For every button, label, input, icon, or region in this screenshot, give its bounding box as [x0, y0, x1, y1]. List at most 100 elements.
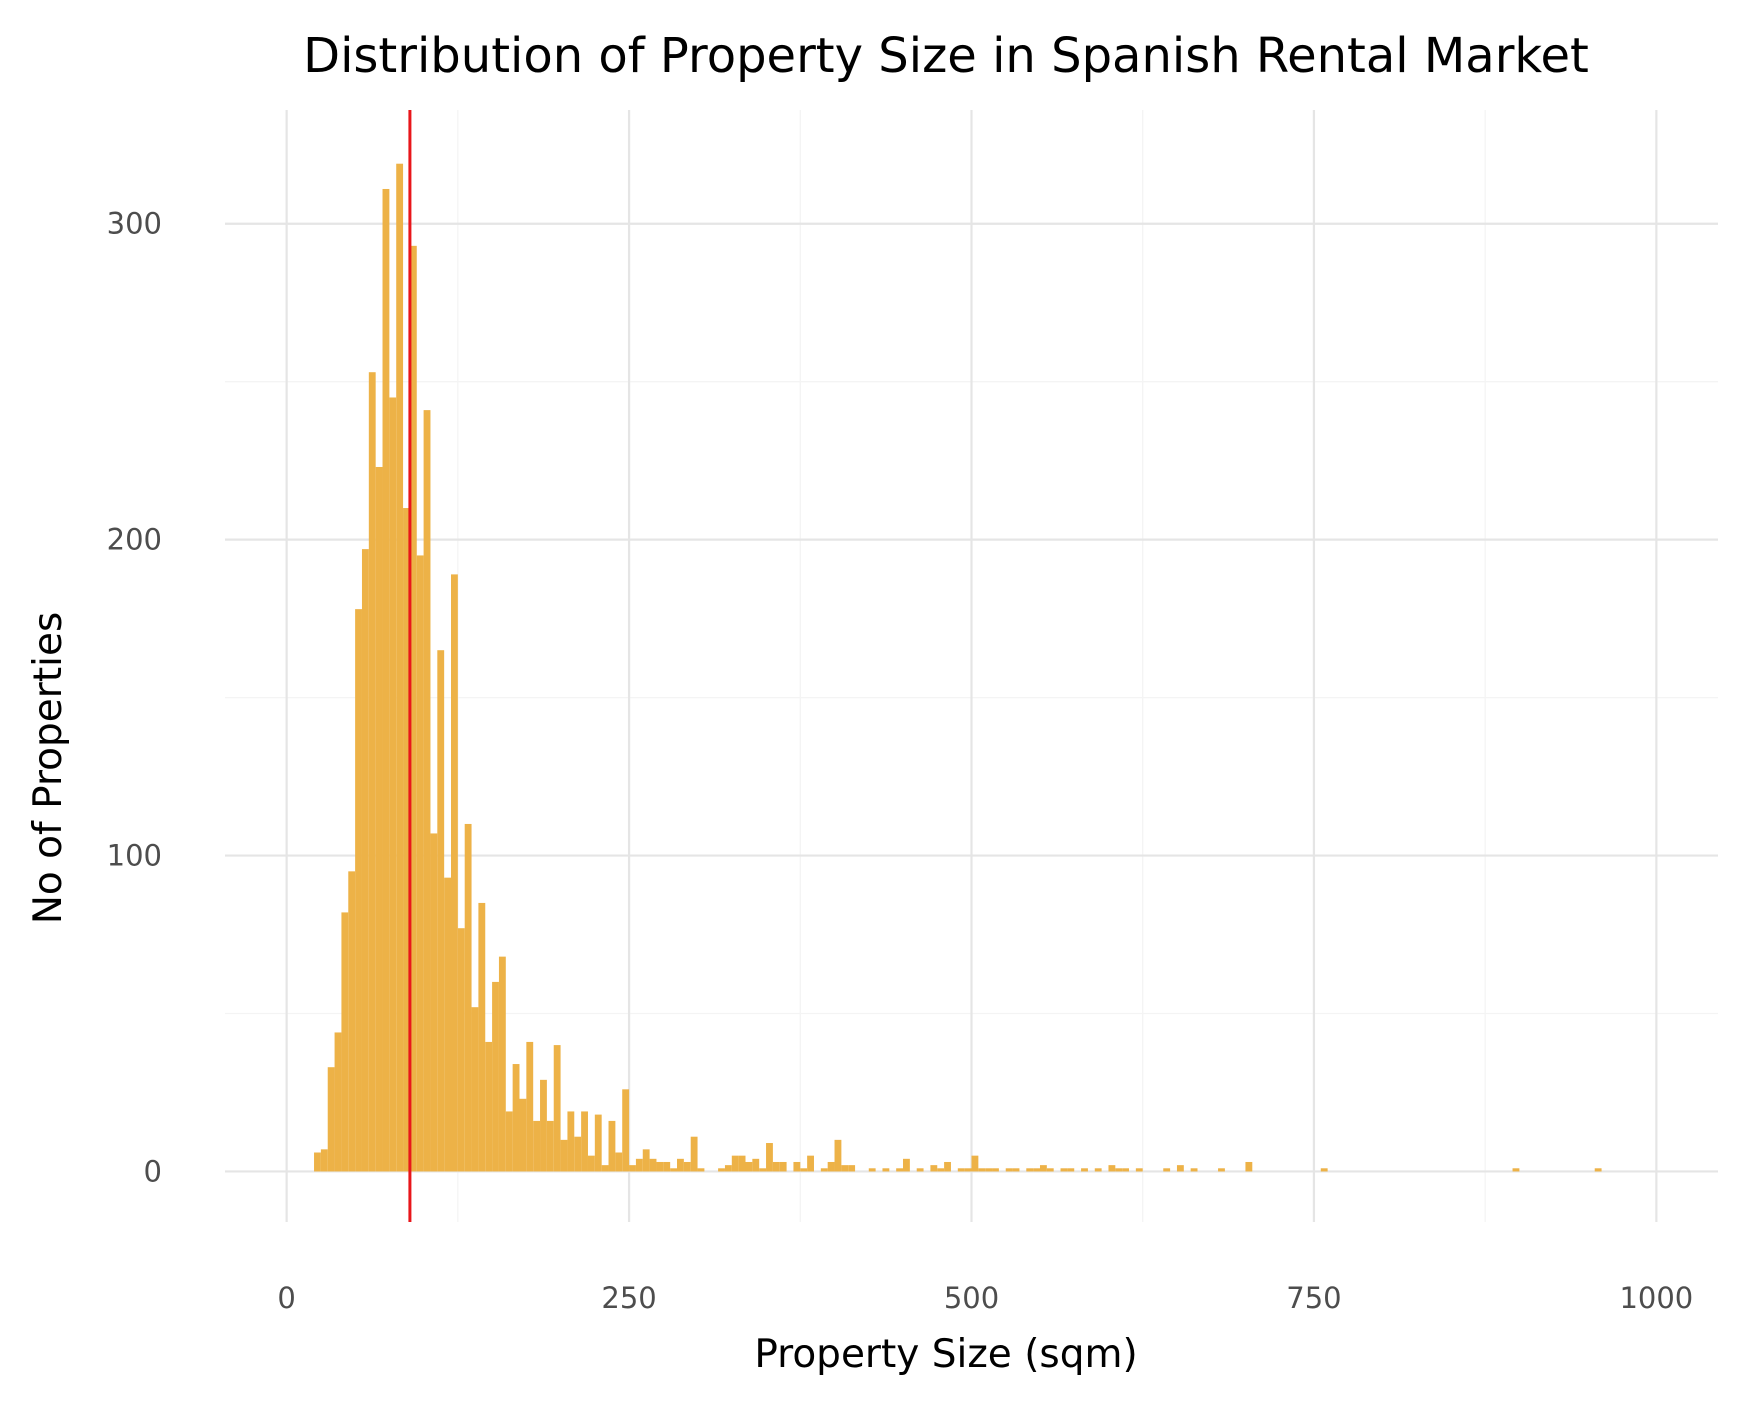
histogram-bar [731, 1155, 739, 1172]
histogram-bar [964, 1168, 972, 1172]
histogram-bar [868, 1168, 876, 1172]
histogram-bar [957, 1168, 965, 1172]
histogram-bar [451, 574, 458, 1172]
histogram-bar [533, 1120, 541, 1172]
histogram-bar [314, 1152, 321, 1172]
histogram-bar [334, 1032, 342, 1172]
x-tick-label: 0 [277, 1281, 295, 1315]
histogram-bar [327, 1067, 335, 1172]
histogram-bar [663, 1161, 671, 1172]
histogram-bar [738, 1155, 746, 1172]
histogram-bar [724, 1165, 732, 1172]
histogram-bar [512, 1064, 520, 1172]
histogram-bar [546, 1120, 554, 1172]
histogram-bar [992, 1168, 999, 1172]
histogram-bar [827, 1161, 835, 1172]
histogram-bar [677, 1158, 684, 1172]
histogram-bar [382, 188, 390, 1172]
grid-lines [225, 110, 1718, 1222]
histogram-bar [1512, 1168, 1520, 1172]
histogram-bar [368, 372, 376, 1172]
histogram-bar [903, 1158, 910, 1172]
histogram-bar [766, 1143, 773, 1172]
histogram-bar [560, 1139, 568, 1172]
histogram-bar [409, 245, 417, 1172]
histogram-bar [519, 1098, 527, 1172]
histogram-bar [779, 1161, 787, 1172]
histogram-bar [807, 1155, 814, 1172]
y-tick-label: 0 [144, 1154, 162, 1188]
histogram-bar [1122, 1168, 1130, 1172]
histogram-bar [800, 1168, 808, 1172]
histogram-bar [1218, 1168, 1225, 1172]
histogram-bar [1005, 1168, 1013, 1172]
histogram-bar [1094, 1168, 1102, 1172]
histogram-bar [498, 956, 506, 1172]
histogram-bar [656, 1161, 664, 1172]
histogram-bar [642, 1149, 650, 1172]
histogram-bar [471, 1007, 479, 1172]
histogram-bar [1135, 1168, 1143, 1172]
histogram-bar [793, 1161, 801, 1172]
histogram-bar [601, 1165, 609, 1172]
histogram-bar [567, 1111, 575, 1172]
histogram-bar [745, 1161, 753, 1172]
histogram-bar [526, 1041, 534, 1172]
x-tick-label: 750 [1286, 1281, 1341, 1315]
y-axis-ticks: 0 100 200 300 [107, 207, 162, 1189]
histogram-bar [594, 1114, 602, 1172]
histogram-bar [1163, 1168, 1171, 1172]
histogram-bar [896, 1168, 904, 1172]
histogram-bar [944, 1161, 951, 1172]
histogram-bar [820, 1168, 828, 1172]
histogram-bar [396, 163, 404, 1172]
histogram-bar [540, 1079, 547, 1172]
histogram-bar [320, 1149, 328, 1172]
histogram-bar [1046, 1168, 1054, 1172]
histogram-bar [1060, 1168, 1068, 1172]
histogram-bar [492, 981, 499, 1172]
histogram-bar [834, 1139, 842, 1172]
histogram-bars [314, 163, 1602, 1172]
chart-title: Distribution of Property Size in Spanish… [303, 28, 1589, 84]
histogram-bar [615, 1152, 623, 1172]
histogram-bar [930, 1165, 938, 1172]
histogram-bar [1176, 1165, 1184, 1172]
histogram-bar [848, 1165, 856, 1172]
histogram-bar [355, 609, 362, 1172]
histogram-bar [587, 1155, 595, 1172]
histogram-bar [916, 1168, 924, 1172]
histogram-bar [1012, 1168, 1020, 1172]
histogram-bar [553, 1045, 561, 1172]
histogram-bar [1026, 1168, 1034, 1172]
x-axis-title: Property Size (sqm) [754, 1332, 1137, 1377]
x-tick-label: 500 [944, 1281, 999, 1315]
histogram-bar [1039, 1165, 1047, 1172]
histogram-bar [457, 928, 465, 1172]
histogram-bar [608, 1120, 616, 1172]
histogram-bar [464, 823, 472, 1172]
x-tick-label: 1000 [1619, 1281, 1693, 1315]
histogram-bar [389, 397, 397, 1172]
histogram-bar [971, 1155, 979, 1172]
histogram-bar [361, 549, 369, 1172]
histogram-bar [985, 1168, 993, 1172]
histogram-bar [718, 1168, 725, 1172]
histogram-bar [1067, 1168, 1075, 1172]
histogram-bar [423, 410, 431, 1172]
y-axis-title: No of Properties [26, 612, 71, 925]
histogram-bar [478, 902, 486, 1172]
x-tick-label: 250 [601, 1281, 656, 1315]
y-tick-label: 100 [107, 839, 162, 873]
histogram-bar [1320, 1168, 1328, 1172]
y-tick-label: 200 [107, 523, 162, 557]
histogram-bar [690, 1136, 698, 1172]
histogram-bar [341, 912, 349, 1172]
histogram-bar [752, 1158, 760, 1172]
histogram-bar [1245, 1161, 1253, 1172]
histogram-bar [635, 1158, 643, 1172]
histogram-bar [485, 1041, 493, 1172]
histogram-bar [649, 1158, 657, 1172]
